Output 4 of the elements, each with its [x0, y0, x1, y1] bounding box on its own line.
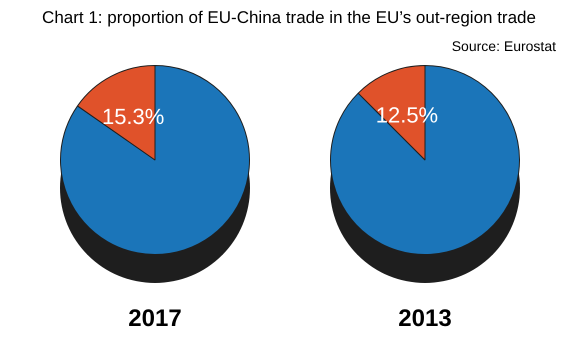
text: 2017: [127, 305, 183, 333]
source-note: Source: Eurostat: [452, 38, 556, 54]
text: 2013: [397, 305, 453, 333]
text: Chart 1: proportion of EU-China trade in the EU’s out-region trade: [41, 8, 537, 28]
